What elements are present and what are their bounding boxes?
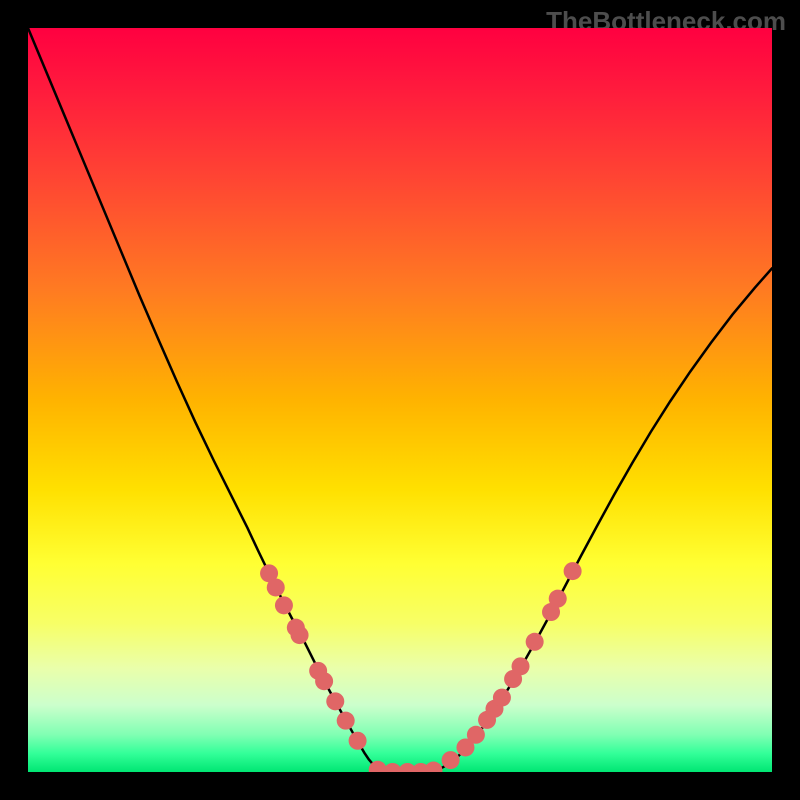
chart-background [28, 28, 772, 772]
chart [28, 28, 772, 772]
